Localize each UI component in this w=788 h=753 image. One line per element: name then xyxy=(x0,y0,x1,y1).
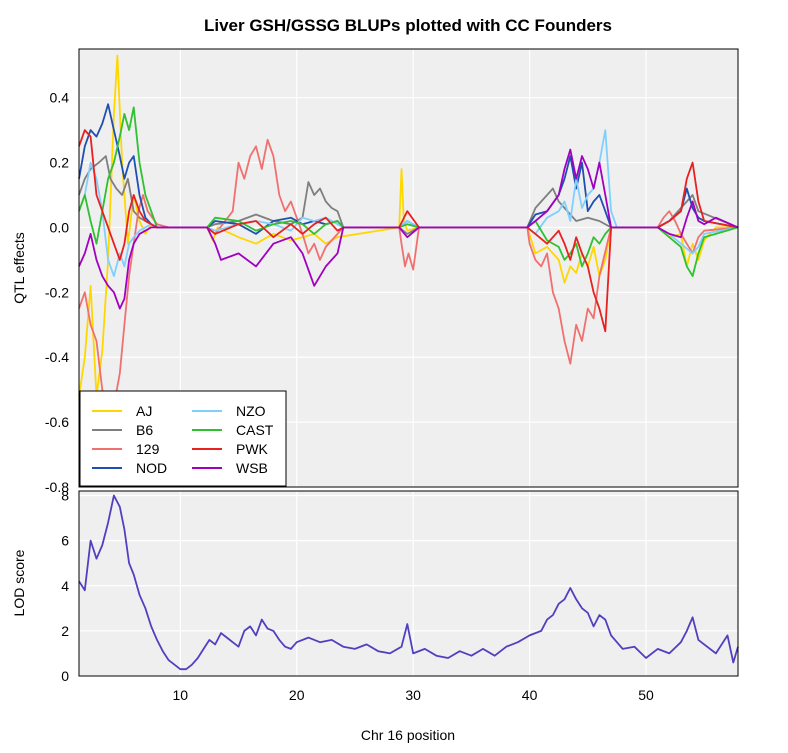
legend-box xyxy=(79,390,287,487)
lod-y-tick-labels: 8 6 4 2 0 xyxy=(61,488,69,684)
legend-label: AJ xyxy=(136,403,152,419)
y-tick-label: 0 xyxy=(61,668,69,684)
legend-label: 129 xyxy=(136,441,160,457)
legend-label: B6 xyxy=(136,422,153,438)
series-line-wsb xyxy=(78,148,739,310)
y-tick-label: 0.0 xyxy=(50,219,70,235)
series-line-cast xyxy=(78,106,739,278)
chart-title: Liver GSH/GSSG BLUPs plotted with CC Fou… xyxy=(204,16,612,35)
y-tick-label: 4 xyxy=(61,578,69,594)
lod-plot-frame xyxy=(78,490,739,677)
qtl-y-axis-label: QTL effects xyxy=(11,232,27,304)
legend-label: NZO xyxy=(236,403,266,419)
y-tick-label: 6 xyxy=(61,533,69,549)
x-tick-label: 20 xyxy=(289,687,305,703)
lod-plot-background xyxy=(79,491,738,676)
x-tick-label: 30 xyxy=(405,687,421,703)
y-tick-label: -0.6 xyxy=(45,414,69,430)
x-tick-label: 50 xyxy=(638,687,654,703)
y-tick-label: 0.4 xyxy=(50,90,70,106)
series-line-pwk xyxy=(78,129,739,333)
legend: AJ B6 129 NOD NZO CAST PWK WSB xyxy=(79,390,287,487)
y-tick-label: -0.8 xyxy=(45,479,69,495)
series-line-b6 xyxy=(78,155,739,235)
legend-label: NOD xyxy=(136,460,167,476)
x-tick-label: 10 xyxy=(173,687,189,703)
y-tick-label: 2 xyxy=(61,623,69,639)
lod-y-axis-label: LOD score xyxy=(11,549,27,616)
y-tick-label: 8 xyxy=(61,488,69,504)
lod-score-panel: 8 6 4 2 0 LOD score xyxy=(11,488,739,684)
legend-label: PWK xyxy=(236,441,269,457)
legend-label: CAST xyxy=(236,422,274,438)
y-tick-label: -0.2 xyxy=(45,284,69,300)
qtl-effects-panel: 0.4 0.2 0.0 -0.2 -0.4 -0.6 -0.8 QTL effects AJ… xyxy=(11,48,739,495)
legend-label: WSB xyxy=(236,460,268,476)
qtl-plot-frame xyxy=(78,48,739,488)
qtl-y-tick-labels: 0.4 0.2 0.0 -0.2 -0.4 -0.6 -0.8 xyxy=(45,90,69,495)
x-tick-label: 40 xyxy=(522,687,538,703)
x-tick-labels: 10 20 30 40 50 xyxy=(173,687,655,703)
x-axis-label: Chr 16 position xyxy=(361,727,455,743)
y-tick-label: -0.4 xyxy=(45,349,69,365)
series-line-lod xyxy=(78,494,739,671)
lod-series-lines xyxy=(78,494,739,671)
series-line-nzo xyxy=(78,129,739,278)
y-tick-label: 0.2 xyxy=(50,155,70,171)
qtl-series-lines xyxy=(78,54,739,424)
